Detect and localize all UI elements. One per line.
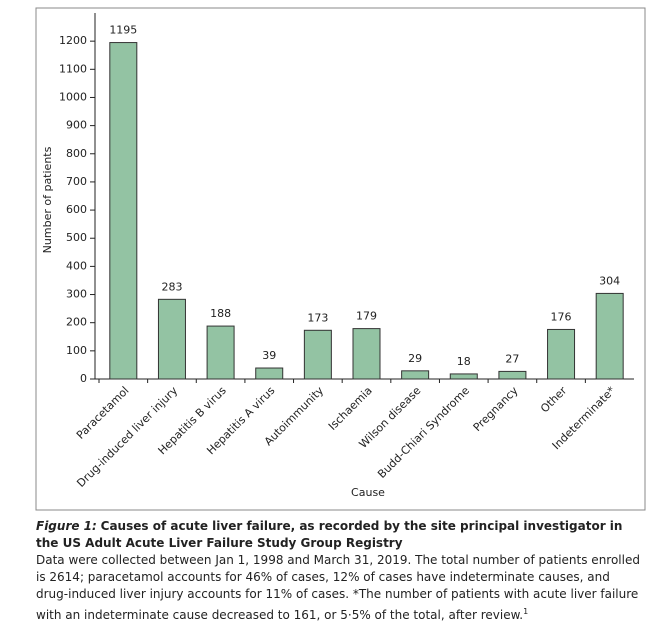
caption-label: Figure 1: — [36, 519, 97, 533]
bar — [303, 329, 332, 380]
y-tick-label: 400 — [66, 259, 87, 272]
caption-title: Causes of acute liver failure, as record… — [36, 519, 623, 550]
value-label: 188 — [210, 307, 231, 320]
y-tick-label: 0 — [80, 372, 87, 385]
y-tick-label: 800 — [66, 147, 87, 160]
y-tick-label: 1000 — [59, 90, 87, 103]
bar — [449, 373, 478, 380]
chart: Number of patients Cause 0 100 200 300 400 50… — [35, 7, 646, 511]
bar — [157, 298, 186, 380]
value-label: 29 — [408, 352, 422, 365]
value-label: 176 — [551, 310, 572, 323]
bar — [595, 292, 624, 380]
chart-frame — [35, 7, 646, 511]
x-tick-label: Other — [538, 384, 570, 416]
x-axis-label: Cause — [351, 486, 385, 499]
x-tick-label: Drug-induced liver injury — [74, 384, 180, 490]
value-label: 173 — [307, 311, 328, 324]
x-tick-label: Pregnancy — [471, 384, 521, 434]
bar — [352, 328, 381, 380]
value-label: 39 — [262, 349, 276, 362]
y-tick-label: 200 — [66, 316, 87, 329]
y-tick-label: 1200 — [59, 34, 87, 47]
value-label: 283 — [161, 280, 182, 293]
footnote-ref: 1 — [523, 607, 529, 616]
y-tick-label: 500 — [66, 231, 87, 244]
value-label: 1195 — [109, 24, 137, 37]
caption: Figure 1: Causes of acute liver failure,… — [36, 518, 642, 624]
bar — [206, 325, 235, 380]
y-tick-label: 900 — [66, 119, 87, 132]
bar — [255, 367, 284, 380]
value-label: 18 — [457, 355, 471, 368]
y-tick-label: 300 — [66, 288, 87, 301]
y-tick-label: 600 — [66, 203, 87, 216]
y-tick-label: 700 — [66, 175, 87, 188]
y-tick-label: 1100 — [59, 62, 87, 75]
caption-body: Data were collected between Jan 1, 1998 … — [36, 553, 640, 622]
bar — [498, 370, 527, 380]
x-tick-label: Ischaemia — [326, 384, 375, 433]
value-label: 27 — [505, 352, 519, 365]
bar — [109, 42, 138, 380]
value-label: 304 — [599, 274, 620, 287]
y-axis-label: Number of patients — [41, 146, 54, 253]
bar — [401, 370, 430, 380]
value-label: 179 — [356, 310, 377, 323]
bar — [547, 328, 576, 380]
x-tick-label: Budd-Chiari Syndrome — [375, 384, 472, 481]
y-tick-label: 100 — [66, 344, 87, 357]
